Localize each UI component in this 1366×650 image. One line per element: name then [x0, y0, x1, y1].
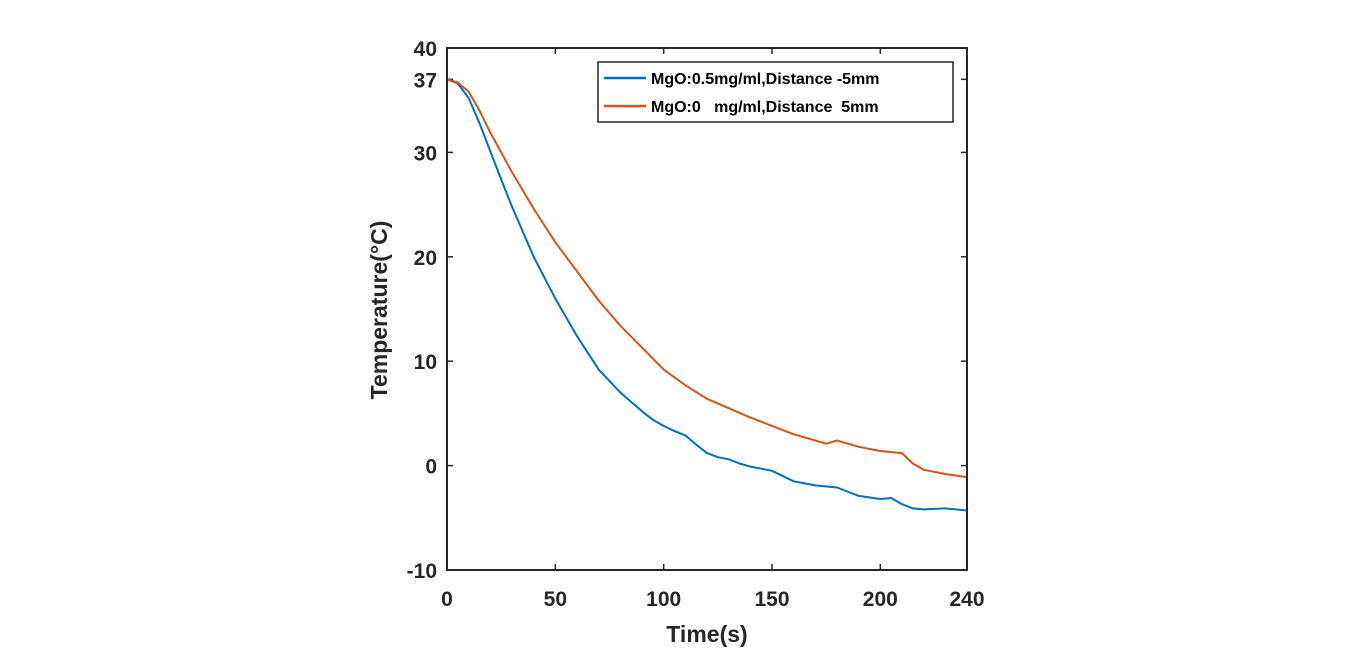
series-2-point [662, 368, 665, 371]
legend-box [597, 61, 954, 123]
series-2-line [446, 78, 968, 479]
y-tick-label: 37 [414, 69, 437, 92]
x-tick-labels: 0 50 100 150 200 240 [441, 588, 984, 611]
series-1-point [760, 467, 762, 470]
series-1-point [478, 122, 481, 124]
plot-frame [446, 47, 968, 571]
series-2-point [836, 439, 838, 442]
series-2-point [500, 151, 502, 154]
legend: MgO:0.5mg/ml,Distance -5mm MgO:0 mg/ml,D… [597, 61, 954, 123]
series-1-point [500, 178, 502, 181]
series-2-point [912, 462, 914, 465]
series-1-point [749, 465, 752, 468]
x-tick-label: 100 [646, 588, 681, 611]
series-1-point [662, 425, 665, 427]
y-axis-title: Temperature(°C) [366, 221, 392, 400]
series-1-point [771, 470, 773, 472]
x-tick-label: 150 [754, 588, 789, 611]
x-tick-label: 50 [544, 588, 567, 611]
y-tick-label: 10 [414, 351, 437, 374]
series-2-point [641, 346, 643, 349]
series-1-point [706, 452, 708, 454]
series-1-point [738, 462, 741, 465]
series-1-point [717, 456, 719, 459]
series-2-point [532, 207, 535, 210]
legend-label-2: MgO:0 mg/ml,Distance 5mm [651, 99, 879, 116]
series-1-point [727, 458, 730, 461]
series-2-point [597, 299, 600, 302]
y-tick-labels: -10 0 10 20 30 37 40 [407, 38, 437, 583]
series-2-point [901, 452, 903, 454]
series-1-point [792, 480, 795, 483]
y-tick-label: 0 [425, 456, 437, 479]
series-1-point [532, 255, 535, 258]
series-2-point [771, 425, 773, 427]
series-1-point [814, 484, 817, 487]
series-1-point [489, 150, 492, 153]
x-tick-label: 200 [863, 588, 898, 611]
series-1-point [922, 508, 925, 511]
series-2-point [457, 81, 459, 84]
series-2-point [922, 468, 925, 471]
series-2-point [879, 450, 882, 452]
series-1-point [890, 497, 892, 499]
series-1-point [912, 507, 914, 510]
series-1-point [901, 503, 903, 506]
x-axis-title: Time(s) [666, 621, 747, 647]
y-tick-label: 40 [414, 38, 437, 61]
series-2-point [489, 131, 492, 134]
plot-background [447, 48, 967, 570]
series-1-point [836, 486, 838, 489]
series-1-point [641, 410, 643, 413]
series-1-point [695, 443, 697, 446]
series-1-point [554, 297, 557, 300]
series-2-point [706, 397, 708, 400]
series-1-point [684, 434, 687, 437]
series-2-point [944, 473, 947, 475]
series-1-point [857, 495, 860, 497]
series-1-point [944, 507, 947, 510]
series-2-point [576, 270, 578, 273]
series-2-point [727, 407, 730, 409]
y-tick-label: -10 [407, 560, 437, 583]
series-2-point [684, 384, 687, 387]
series-2-point [857, 446, 860, 448]
series-1-point [597, 368, 600, 371]
series-1-line [446, 78, 968, 512]
series-1-point [511, 205, 513, 208]
series-2-point [478, 109, 481, 112]
series-2-point [511, 171, 513, 174]
series-1-point [619, 391, 622, 394]
series-1-point [652, 418, 654, 421]
series-2-point [619, 324, 622, 327]
series-1-point [576, 335, 578, 337]
y-tick-label: 30 [414, 142, 437, 165]
legend-label-1: MgO:0.5mg/ml,Distance -5mm [651, 71, 880, 88]
series-2-point [467, 91, 470, 93]
series-2-point [554, 241, 557, 243]
series-2-point [814, 439, 817, 442]
x-tick-label: 240 [949, 588, 984, 611]
series-2-point [792, 433, 795, 436]
series-2-point [749, 416, 752, 419]
series-1-point [673, 430, 676, 432]
x-tick-label: 0 [441, 588, 453, 611]
series-1 [446, 78, 968, 512]
series-1-point [467, 97, 470, 99]
series-1-point [879, 498, 882, 500]
series-2-point [825, 442, 827, 445]
y-tick-label: 20 [414, 247, 437, 270]
